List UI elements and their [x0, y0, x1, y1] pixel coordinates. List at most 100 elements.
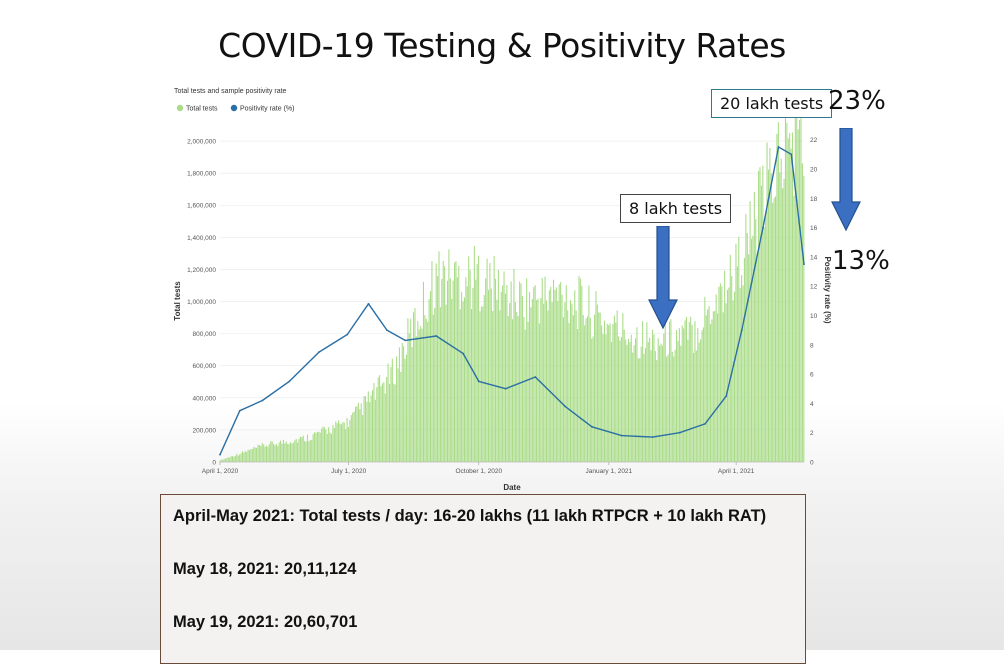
bar-total-tests — [319, 432, 321, 462]
bar-total-tests — [247, 449, 249, 462]
legend-swatch-positivity — [230, 104, 238, 112]
positivity-point — [318, 351, 320, 354]
positivity-low-label: 13% — [832, 246, 890, 276]
bar-total-tests — [318, 431, 320, 462]
y-axis-label: Total tests — [173, 281, 182, 321]
bar-total-tests — [502, 285, 504, 462]
bar-total-tests — [236, 453, 238, 462]
bar-total-tests — [398, 347, 400, 462]
bar-total-tests — [364, 396, 366, 462]
bar-total-tests — [226, 458, 228, 462]
legend-label-positivity: Positivity rate (%) — [240, 106, 294, 113]
bar-total-tests — [328, 427, 330, 462]
bar-total-tests — [281, 443, 283, 462]
bar-total-tests — [438, 251, 440, 462]
bar-total-tests — [516, 311, 518, 462]
y2-tick-label: 20 — [810, 166, 818, 173]
bar-total-tests — [391, 358, 393, 462]
bar-total-tests — [704, 296, 706, 462]
bar-total-tests — [649, 337, 651, 462]
bar-total-tests — [329, 432, 331, 462]
bar-total-tests — [615, 322, 617, 462]
bar-total-tests — [646, 322, 648, 462]
bar-total-tests — [439, 307, 441, 462]
y-tick-label: 1,400,000 — [187, 235, 216, 242]
bar-total-tests — [411, 347, 413, 462]
bar-total-tests — [256, 447, 258, 462]
bar-total-tests — [483, 295, 485, 462]
bar-total-tests — [660, 343, 662, 462]
bar-total-tests — [434, 307, 436, 462]
bar-total-tests — [627, 338, 630, 462]
y2-tick-label: 4 — [810, 401, 814, 408]
bar-total-tests — [530, 307, 532, 462]
bar-total-tests — [220, 459, 222, 462]
bar-total-tests — [355, 406, 357, 462]
bar-total-tests — [356, 406, 358, 462]
bar-total-tests — [232, 456, 234, 462]
bar-total-tests — [492, 311, 494, 462]
x-tick-label: April 1, 2020 — [202, 468, 239, 475]
line-series-positivity — [219, 146, 805, 456]
bar-total-tests — [519, 281, 521, 462]
bar-total-tests — [346, 417, 348, 462]
bar-total-tests — [683, 328, 685, 462]
bar-total-tests — [462, 301, 464, 462]
bar-total-tests — [571, 303, 573, 462]
bar-total-tests — [243, 452, 245, 462]
bar-total-tests — [796, 96, 798, 462]
bar-total-tests — [755, 218, 757, 462]
bar-total-tests — [564, 302, 566, 462]
bar-total-tests — [709, 324, 712, 462]
bar-total-tests — [325, 429, 327, 462]
bar-total-tests — [401, 342, 403, 462]
y2-tick-label: 22 — [810, 137, 818, 144]
bar-total-tests — [692, 352, 695, 462]
positivity-point — [725, 395, 728, 397]
bar-total-tests — [725, 303, 727, 462]
y2-tick-label: 16 — [810, 225, 818, 232]
bar-total-tests — [379, 375, 381, 462]
bar-total-tests — [715, 294, 717, 462]
bar-total-tests — [424, 315, 426, 462]
bar-total-tests — [702, 327, 704, 462]
bar-total-tests — [701, 330, 703, 462]
x-tick-label: October 1, 2020 — [455, 468, 502, 475]
bar-total-tests — [345, 428, 347, 462]
bar-total-tests — [362, 415, 364, 462]
bar-total-tests — [548, 290, 550, 462]
bar-total-tests — [451, 298, 453, 462]
bar-total-tests — [622, 313, 624, 462]
bar-total-tests — [609, 323, 611, 462]
bar-total-tests — [700, 339, 702, 462]
bar-total-tests — [657, 338, 659, 462]
bar-total-tests — [418, 329, 420, 462]
bar-total-tests — [306, 434, 309, 462]
positivity-point — [219, 453, 221, 456]
bar-total-tests — [568, 322, 570, 462]
bar-total-tests — [760, 185, 762, 462]
bar-total-tests — [277, 446, 279, 462]
bar-total-tests — [487, 290, 490, 462]
bar-total-tests — [575, 310, 577, 462]
bar-total-tests — [653, 334, 655, 462]
tests-positivity-chart: 0 200,000 400,000 600,000 800,000 1,000,000 1,… — [173, 88, 832, 492]
bar-total-tests — [714, 311, 716, 462]
bar-total-tests — [677, 340, 679, 462]
bar-total-tests — [697, 328, 699, 462]
bar-total-tests — [323, 427, 325, 462]
bar-total-tests — [736, 266, 738, 462]
bar-total-tests — [302, 435, 304, 462]
bar-total-tests — [363, 396, 365, 462]
bar-total-tests — [540, 298, 542, 462]
bar-total-tests — [688, 322, 690, 462]
bar-total-tests — [297, 442, 299, 462]
positivity-point — [620, 434, 623, 437]
bar-total-tests — [767, 169, 770, 462]
slide-title: COVID-19 Testing & Positivity Rates — [218, 26, 786, 65]
bar-total-tests — [445, 304, 447, 462]
bar-total-tests — [632, 352, 634, 462]
y2-tick-label: 14 — [810, 254, 818, 261]
bar-total-tests — [304, 441, 306, 462]
bar-total-tests — [257, 444, 259, 462]
